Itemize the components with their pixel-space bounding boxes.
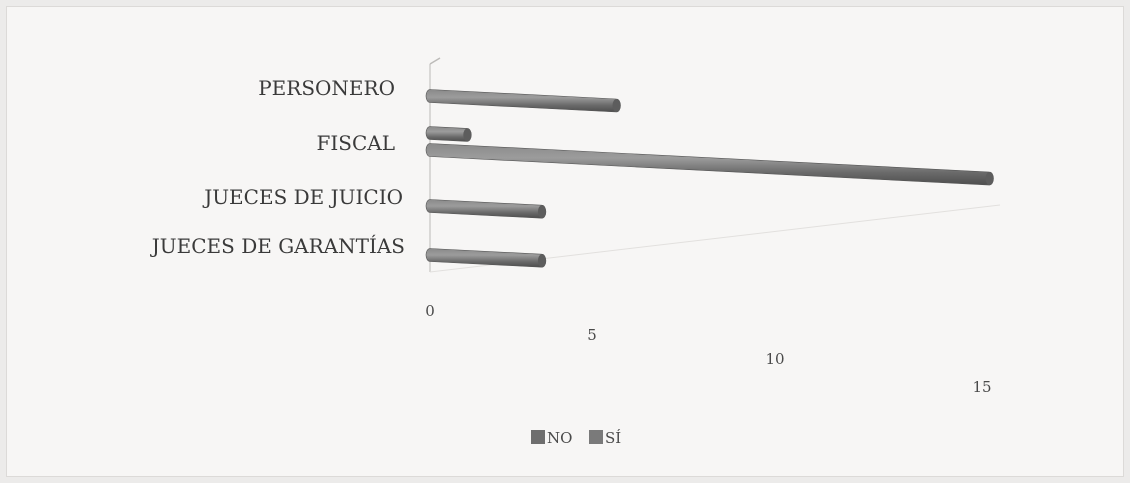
category-label-jueces-de-garantias: JUECES DE GARANTÍAS (150, 234, 405, 258)
legend-swatch-si (589, 430, 603, 444)
bar-si-fiscal (425, 143, 994, 186)
bar-si-jueces-de-juicio (425, 199, 547, 219)
x-tick-15: 15 (972, 378, 991, 396)
bar-si-jueces-de-garantias-cap (537, 254, 546, 268)
chart-frame (6, 6, 1124, 477)
bar-no-fiscal-cap (463, 128, 472, 142)
x-tick-5: 5 (587, 326, 597, 344)
x-tick-10: 10 (765, 350, 784, 368)
legend-label-si: SÍ (605, 429, 621, 447)
legend: NO SÍ (531, 429, 621, 447)
x-tick-0: 0 (425, 302, 435, 320)
bar-si-personero-cap (612, 99, 621, 113)
bars-group (425, 89, 994, 268)
legend-label-no: NO (547, 429, 572, 447)
bar-si-jueces-de-garantias (425, 248, 547, 268)
bar-si-fiscal-cap (985, 172, 994, 186)
category-label-fiscal: FISCAL (316, 131, 395, 155)
category-label-jueces-de-juicio: JUECES DE JUICIO (202, 185, 403, 209)
legend-swatch-no (531, 430, 545, 444)
category-label-personero: PERSONERO (258, 76, 395, 100)
bar-si-jueces-de-juicio-cap (537, 205, 546, 219)
bar-si-personero (425, 89, 621, 113)
